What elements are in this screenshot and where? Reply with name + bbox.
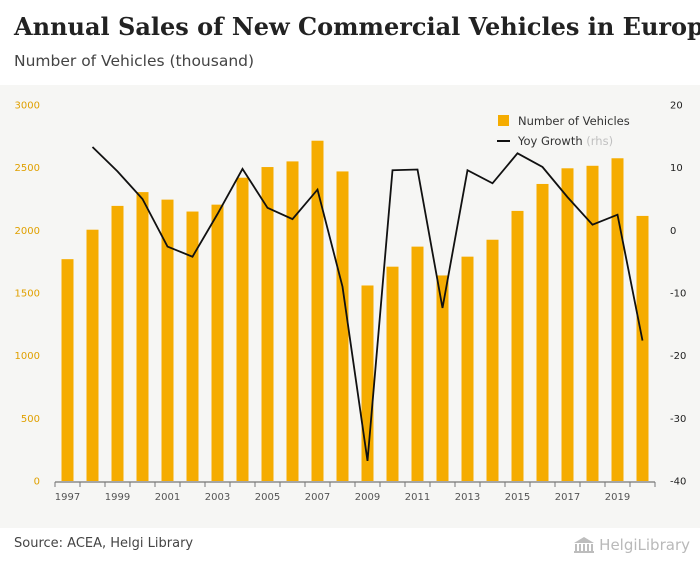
x-tick-label: 2005: [255, 492, 280, 503]
yoy-growth-line: [91, 146, 644, 462]
bar: [636, 215, 649, 482]
bar: [111, 205, 124, 482]
legend-swatch-bar: [498, 115, 509, 126]
bar: [586, 165, 599, 481]
helgi-library-logo[interactable]: HelgiLibrary: [573, 533, 690, 557]
x-tick-label: 2007: [305, 492, 330, 503]
y-right-tick-label: 20: [670, 101, 683, 112]
x-tick-label: 2015: [505, 492, 530, 503]
y-left-tick-label: 0: [34, 477, 40, 488]
bar: [86, 229, 99, 481]
y-left-tick-label: 1000: [15, 351, 40, 362]
bar: [436, 275, 449, 481]
source-note: Source: ACEA, Helgi Library: [14, 536, 194, 551]
legend-rhs-note: (rhs): [586, 134, 613, 148]
chart-title: Annual Sales of New Commercial Vehicles …: [14, 12, 700, 41]
bar: [311, 140, 324, 481]
chart-header: Annual Sales of New Commercial Vehicles …: [0, 0, 700, 85]
bar: [136, 192, 149, 481]
x-tick-label: 1999: [105, 492, 130, 503]
bar: [511, 210, 524, 481]
y-left-tick-label: 500: [21, 414, 40, 425]
y-left-tick-label: 3000: [15, 101, 40, 112]
x-tick-label: 2013: [455, 492, 480, 503]
y-left-tick-label: 1500: [15, 289, 40, 300]
bar: [611, 158, 624, 481]
bar: [461, 256, 474, 481]
legend-label: Yoy Growth (rhs): [517, 134, 613, 148]
bar: [161, 199, 174, 482]
helgi-library-building-icon: [574, 537, 595, 553]
y-left-tick-label: 2000: [15, 226, 40, 237]
x-tick-label: 2019: [605, 492, 630, 503]
bar: [61, 259, 74, 481]
y-right-tick-label: 0: [670, 226, 676, 237]
y-right-tick-label: -30: [670, 414, 686, 425]
legend-label: Number of Vehicles: [518, 114, 630, 128]
y-right-tick-label: -10: [670, 289, 686, 300]
x-tick-label: 2017: [555, 492, 580, 503]
bar: [261, 167, 274, 482]
x-tick-label: 1997: [55, 492, 80, 503]
x-tick-label: 2003: [205, 492, 230, 503]
bar: [336, 171, 349, 481]
x-tick-label: 2011: [405, 492, 430, 503]
bar: [561, 168, 574, 481]
bar: [186, 211, 199, 482]
y-right-tick-label: -20: [670, 351, 686, 362]
bar: [211, 204, 224, 481]
y-right-tick-label: -40: [670, 477, 686, 488]
chart-subtitle: Number of Vehicles (thousand): [14, 52, 255, 70]
bar: [536, 183, 549, 481]
bar: [486, 239, 499, 481]
bar: [411, 246, 424, 481]
bar: [386, 266, 399, 481]
bar: [236, 177, 249, 481]
bar: [286, 161, 299, 481]
x-tick-label: 2009: [355, 492, 380, 503]
x-tick-label: 2001: [155, 492, 180, 503]
logo-text: HelgiLibrary: [599, 536, 690, 554]
y-right-tick-label: 10: [670, 163, 683, 174]
y-left-tick-label: 2500: [15, 163, 40, 174]
